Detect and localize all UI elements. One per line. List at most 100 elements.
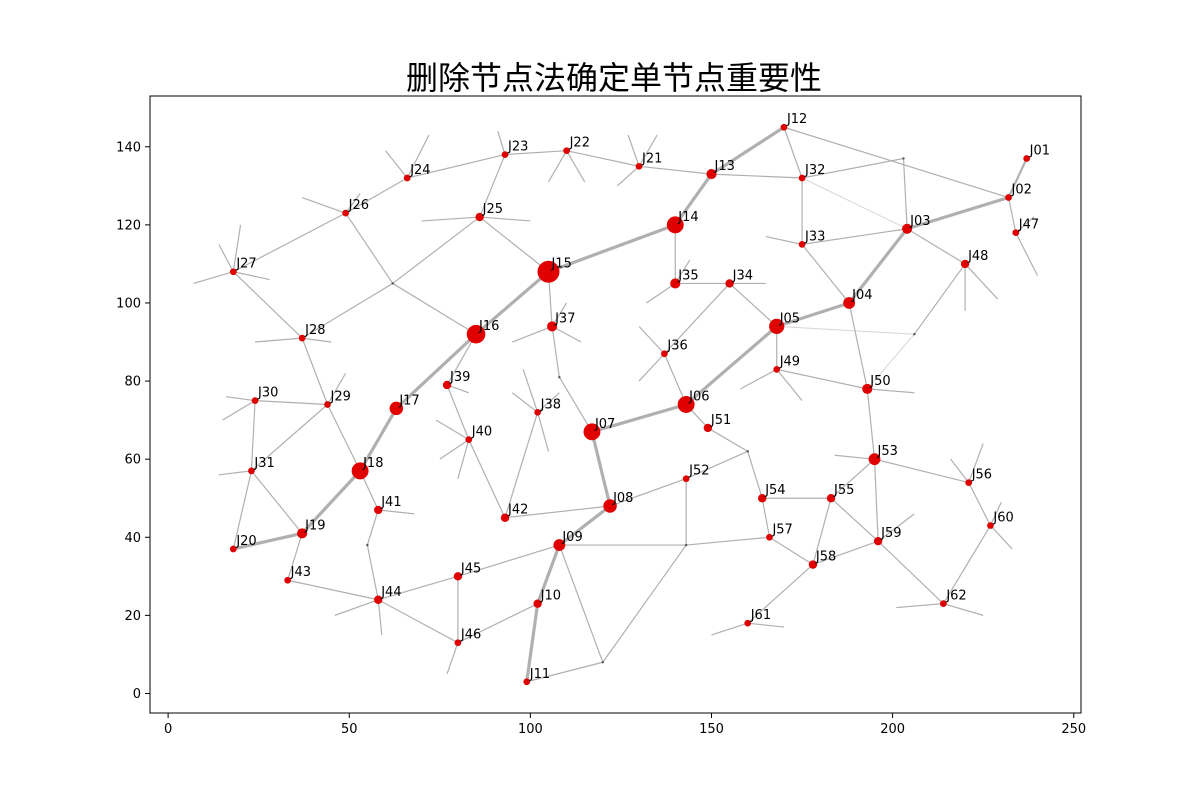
node-j52[interactable] bbox=[682, 475, 690, 483]
node-label-j60: J60 bbox=[992, 511, 1013, 526]
node-j35[interactable] bbox=[670, 278, 681, 289]
node-j62[interactable] bbox=[939, 600, 947, 608]
node-j36[interactable] bbox=[661, 350, 668, 358]
node-j03[interactable] bbox=[902, 223, 913, 234]
node-j56[interactable] bbox=[965, 479, 973, 486]
edge-j02-j03 bbox=[906, 196, 1010, 231]
node-j46[interactable] bbox=[454, 639, 462, 647]
stub-edge-j24-0 bbox=[384, 150, 408, 179]
stub-edge-j21-0 bbox=[627, 134, 640, 167]
node-label-j10: J10 bbox=[540, 589, 561, 604]
edge-j34-j05 bbox=[729, 282, 778, 327]
node-j23[interactable] bbox=[501, 151, 509, 158]
y-tick-label-0: 0 bbox=[133, 687, 141, 702]
node-j27[interactable] bbox=[229, 268, 237, 276]
node-j43[interactable] bbox=[284, 576, 292, 584]
node-j09[interactable] bbox=[553, 539, 566, 551]
node-j58[interactable] bbox=[808, 560, 818, 569]
node-j19[interactable] bbox=[297, 528, 308, 539]
node-j31[interactable] bbox=[248, 467, 255, 475]
stub-edge-j48-1 bbox=[964, 263, 999, 300]
node-label-j24: J24 bbox=[409, 163, 430, 178]
node-j05[interactable] bbox=[769, 318, 785, 334]
node-j40[interactable] bbox=[465, 436, 473, 443]
node-j11[interactable] bbox=[523, 678, 531, 686]
node-j10[interactable] bbox=[533, 599, 542, 608]
node-j54[interactable] bbox=[758, 494, 767, 503]
node-j60[interactable] bbox=[987, 522, 994, 529]
edge-j53-j56 bbox=[874, 458, 969, 484]
node-j61[interactable] bbox=[744, 619, 752, 627]
node-j02[interactable] bbox=[1005, 194, 1012, 201]
junction-point-p2 bbox=[913, 333, 916, 336]
node-j12[interactable] bbox=[780, 123, 788, 131]
stub-edge-j38-2 bbox=[537, 412, 550, 452]
edge-j28-j29 bbox=[301, 337, 329, 405]
node-j07[interactable] bbox=[583, 423, 601, 441]
node-j30[interactable] bbox=[251, 397, 259, 404]
edge-j43-j44 bbox=[287, 579, 379, 601]
stub-edge-j46-0 bbox=[446, 642, 459, 675]
node-j48[interactable] bbox=[960, 259, 970, 269]
node-label-j26: J26 bbox=[348, 198, 369, 213]
node-j08[interactable] bbox=[603, 499, 617, 513]
node-j01[interactable] bbox=[1023, 155, 1031, 162]
edge-p8-j44 bbox=[366, 544, 379, 600]
node-j18[interactable] bbox=[351, 462, 369, 480]
node-j33[interactable] bbox=[798, 241, 806, 248]
edge-j23-j24 bbox=[407, 153, 506, 179]
x-tick-label-100: 100 bbox=[518, 722, 543, 737]
node-j53[interactable] bbox=[868, 453, 881, 466]
edge-j26-j27 bbox=[233, 212, 346, 273]
node-j41[interactable] bbox=[374, 505, 383, 515]
node-j24[interactable] bbox=[403, 174, 411, 182]
node-j50[interactable] bbox=[862, 383, 873, 394]
node-j55[interactable] bbox=[826, 494, 836, 503]
node-j15[interactable] bbox=[537, 260, 560, 283]
edge-j29-j31 bbox=[251, 404, 328, 472]
node-j44[interactable] bbox=[374, 595, 383, 604]
node-label-j32: J32 bbox=[804, 163, 825, 178]
node-j17[interactable] bbox=[389, 401, 404, 416]
node-j59[interactable] bbox=[873, 536, 883, 546]
node-j29[interactable] bbox=[324, 401, 331, 408]
stub-edge-j37-0 bbox=[512, 325, 553, 343]
node-label-j13: J13 bbox=[713, 159, 734, 174]
node-j38[interactable] bbox=[534, 408, 541, 416]
node-label-j21: J21 bbox=[641, 151, 662, 166]
node-label-j09: J09 bbox=[561, 530, 582, 545]
node-j20[interactable] bbox=[229, 545, 237, 553]
node-label-j41: J41 bbox=[380, 495, 401, 510]
stub-edge-j36-1 bbox=[638, 353, 665, 382]
stub-edge-j33-0 bbox=[765, 235, 803, 245]
edge-j04-j50 bbox=[848, 302, 868, 390]
node-j49[interactable] bbox=[773, 366, 781, 373]
edge-p2-j05 bbox=[776, 325, 915, 335]
node-j06[interactable] bbox=[677, 396, 695, 413]
node-j26[interactable] bbox=[342, 209, 349, 217]
node-j16[interactable] bbox=[466, 324, 486, 344]
node-j13[interactable] bbox=[706, 169, 717, 180]
stub-edge-j37-2 bbox=[551, 325, 582, 343]
edge-j13-j32 bbox=[711, 173, 803, 179]
node-j22[interactable] bbox=[563, 147, 570, 155]
stub-edge-j28-1 bbox=[302, 337, 332, 343]
edge-j50-j53 bbox=[866, 388, 876, 460]
node-j34[interactable] bbox=[725, 279, 734, 288]
node-j04[interactable] bbox=[843, 297, 856, 309]
node-j37[interactable] bbox=[547, 321, 558, 332]
node-j14[interactable] bbox=[666, 216, 684, 234]
node-j28[interactable] bbox=[298, 334, 306, 342]
stub-edge-j26-0 bbox=[301, 196, 346, 214]
stub-edge-j41-0 bbox=[378, 509, 415, 515]
node-j42[interactable] bbox=[500, 513, 510, 522]
node-j21[interactable] bbox=[635, 162, 643, 170]
node-j57[interactable] bbox=[766, 533, 773, 541]
node-j25[interactable] bbox=[475, 212, 484, 222]
node-j47[interactable] bbox=[1012, 229, 1020, 237]
node-j32[interactable] bbox=[798, 174, 806, 182]
node-label-j18: J18 bbox=[362, 456, 383, 471]
node-j45[interactable] bbox=[453, 572, 463, 581]
node-j51[interactable] bbox=[703, 423, 713, 433]
node-j39[interactable] bbox=[442, 380, 452, 390]
